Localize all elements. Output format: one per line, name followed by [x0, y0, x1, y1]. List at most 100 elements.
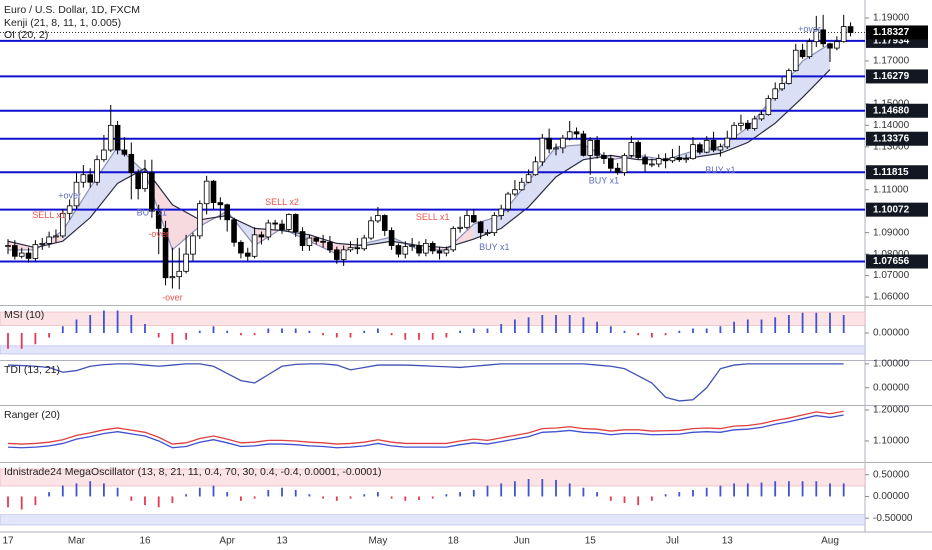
- candle-body: [320, 240, 326, 243]
- level-label-box: [866, 69, 928, 84]
- histogram-bar: [801, 481, 804, 497]
- histogram-bar: [171, 496, 174, 503]
- candle-body: [149, 172, 155, 212]
- histogram-bar: [555, 479, 557, 497]
- y-tick-label: 0.00000: [873, 382, 910, 393]
- histogram-bar: [198, 487, 201, 497]
- histogram-bar: [75, 483, 78, 497]
- candle-body: [176, 270, 183, 278]
- x-tick-label: 17: [2, 536, 14, 547]
- candle-body: [573, 131, 580, 135]
- candle-body: [12, 245, 18, 257]
- last-price-label: 1.18327: [873, 27, 910, 38]
- histogram-bar: [815, 312, 818, 333]
- histogram-bar: [637, 496, 640, 506]
- histogram-bar: [363, 494, 366, 497]
- candle-body: [498, 208, 504, 216]
- candle-body: [368, 220, 374, 239]
- candle-body: [457, 226, 463, 229]
- y-tick-label: 1.09000: [873, 227, 910, 238]
- candle-body: [649, 163, 655, 166]
- histogram-bar: [596, 492, 598, 497]
- chart-title: Euro / U.S. Dollar, 1D, FXCM: [4, 4, 140, 16]
- candle-body: [53, 235, 59, 238]
- y-tick-label: 0.50000: [873, 469, 910, 480]
- histogram-bar: [294, 489, 297, 497]
- candle-body: [286, 214, 292, 230]
- histogram-bar: [267, 489, 270, 497]
- histogram-bar: [445, 333, 448, 338]
- histogram-bar: [322, 333, 324, 336]
- histogram-bar: [308, 330, 311, 333]
- indicator-line: [7, 410, 844, 445]
- signal-annotation: SELL x2: [265, 197, 299, 207]
- histogram-bar: [185, 494, 187, 497]
- histogram-bar: [61, 485, 64, 497]
- histogram-bar: [664, 333, 667, 336]
- histogram-bar: [48, 492, 50, 497]
- candle-body: [101, 149, 107, 161]
- candle-body: [183, 253, 189, 272]
- level-label-box: [866, 103, 928, 118]
- candle-body: [169, 276, 176, 279]
- ma-band: [90, 146, 118, 218]
- histogram-bar: [651, 496, 653, 501]
- histogram-bar: [623, 330, 626, 333]
- level-label: 1.17934: [873, 36, 910, 47]
- candle-body: [299, 231, 306, 246]
- x-tick-label: 13: [276, 536, 288, 547]
- candle-body: [518, 181, 525, 191]
- histogram-bar: [130, 496, 133, 501]
- histogram-bar: [335, 496, 338, 501]
- histogram-bar: [198, 330, 201, 333]
- y-tick-label: 0.00000: [873, 491, 910, 502]
- histogram-bar: [746, 483, 749, 497]
- histogram-bar: [527, 479, 530, 497]
- candle-body: [292, 214, 299, 232]
- candle-body: [73, 181, 80, 207]
- x-tick-label: Apr: [219, 536, 235, 547]
- histogram-bar: [281, 328, 283, 333]
- histogram-bar: [294, 328, 297, 333]
- candle-body: [25, 252, 32, 259]
- histogram-bar: [253, 496, 256, 499]
- histogram-bar: [746, 319, 749, 333]
- candle-body: [313, 237, 320, 242]
- histogram-bar: [7, 496, 9, 508]
- upper-zone: [0, 311, 866, 326]
- histogram-bar: [404, 333, 407, 340]
- histogram-bar: [664, 494, 667, 497]
- candle-body: [128, 153, 135, 173]
- level-label: 1.10072: [873, 204, 910, 215]
- candle-body: [244, 252, 251, 257]
- histogram-bar: [89, 481, 92, 497]
- candle-body: [464, 215, 470, 228]
- histogram-bar: [719, 485, 722, 497]
- x-tick-label: Mar: [68, 536, 86, 547]
- candle-body: [566, 131, 573, 139]
- candle-body: [121, 149, 128, 155]
- histogram-bar: [335, 333, 338, 338]
- histogram-bar: [678, 492, 681, 497]
- level-label-box: [866, 131, 928, 146]
- histogram-bar: [568, 315, 571, 333]
- histogram-bar: [322, 496, 324, 499]
- histogram-bar: [390, 333, 393, 336]
- candle-body: [635, 142, 641, 158]
- candle-body: [39, 242, 46, 245]
- candle-body: [354, 247, 361, 250]
- candle-body: [834, 41, 840, 49]
- histogram-bar: [377, 328, 379, 333]
- candle-body: [614, 167, 621, 173]
- candle-body: [217, 202, 224, 206]
- legend-entry: Kenji (21, 8, 11, 1, 0.005): [4, 17, 121, 29]
- candle-body: [162, 227, 169, 279]
- level-label: 1.13376: [873, 133, 910, 144]
- candle-body: [560, 137, 566, 149]
- histogram-bar: [733, 483, 735, 497]
- x-tick-label: May: [368, 536, 387, 547]
- last-price-box: [866, 25, 928, 40]
- y-tick-label: 1.14000: [873, 120, 910, 131]
- candle-body: [279, 223, 285, 230]
